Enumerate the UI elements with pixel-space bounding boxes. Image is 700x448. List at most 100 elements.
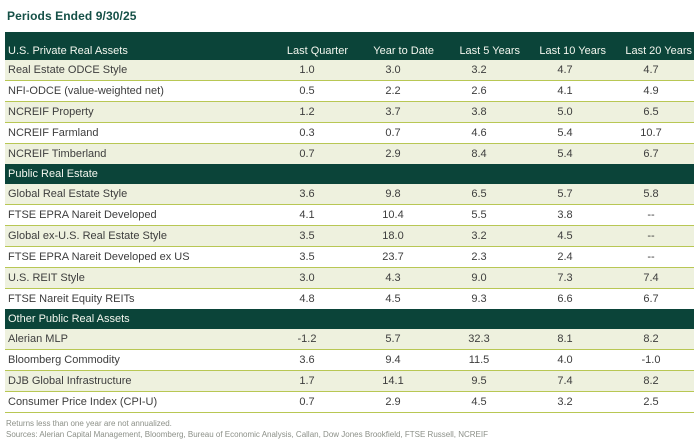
row-label: Consumer Price Index (CPI-U) [8,396,158,408]
table-header-section-label: U.S. Private Real Assets [8,45,128,57]
row-value: 2.4 [557,251,573,263]
row-value: 3.7 [385,106,401,118]
row-value: 4.7 [643,64,659,76]
column-header-last-10-years: Last 10 Years [539,45,606,57]
row-value: -- [647,209,655,221]
column-header-last-5-years: Last 5 Years [459,45,520,57]
row-value: 5.4 [557,148,573,160]
row-label: FTSE Nareit Equity REITs [8,293,135,305]
row-value: 4.7 [557,64,573,76]
row-value: 0.3 [299,127,315,139]
footnote-annualization: Returns less than one year are not annua… [6,419,172,428]
returns-table: U.S. Private Real Assets Last Quarter Ye… [5,32,694,413]
row-value: 10.7 [640,127,662,139]
row-value: 4.3 [385,272,401,284]
row-value: 6.7 [643,293,659,305]
row-value: 4.5 [557,230,573,242]
row-value: -1.2 [297,333,317,345]
row-value: 6.7 [643,148,659,160]
row-value: 8.2 [643,375,659,387]
row-value: 7.4 [557,375,573,387]
row-label: Real Estate ODCE Style [8,64,128,76]
footnotes: Returns less than one year are not annua… [6,418,700,440]
row-value: 2.3 [471,251,487,263]
row-value: 2.9 [385,148,401,160]
row-value: -1.0 [641,354,661,366]
column-header-last-quarter: Last Quarter [286,45,348,57]
section-rows: Alerian MLP -1.2 5.7 32.3 8.1 8.2 Bloomberg Co… [5,329,694,413]
row-value: 0.5 [299,85,315,97]
row-label: FTSE EPRA Nareit Developed ex US [8,251,190,263]
row-value: 4.5 [385,293,401,305]
row-value: 5.4 [557,127,573,139]
section-header-bar: Other Public Real Assets [5,309,694,329]
row-value: 6.5 [643,106,659,118]
row-value: 5.5 [471,209,487,221]
row-label: DJB Global Infrastructure [8,375,132,387]
row-value: 9.3 [471,293,487,305]
row-value: 10.4 [382,209,404,221]
row-value: 5.0 [557,106,573,118]
table-row: Global ex-U.S. Real Estate Style 3.5 18.0 3… [5,226,694,247]
section-rows: Real Estate ODCE Style 1.0 3.0 3.2 4.7 4.7 NFI… [5,60,694,164]
row-value: 9.0 [471,272,487,284]
row-value: 8.4 [471,148,487,160]
row-value: 23.7 [382,251,404,263]
row-value: 6.5 [471,188,487,200]
row-value: 4.0 [557,354,573,366]
section-header-bar: Public Real Estate [5,164,694,184]
row-value: -- [647,251,655,263]
table-row: NFI-ODCE (value-weighted net) 0.5 2.2 2.6 4.… [5,81,694,102]
row-label: NCREIF Timberland [8,148,107,160]
row-value: 8.1 [557,333,573,345]
row-value: 11.5 [468,354,490,366]
table-row: FTSE EPRA Nareit Developed 4.1 10.4 5.5 3.8 -… [5,205,694,226]
row-value: -- [647,230,655,242]
row-value: 2.6 [471,85,487,97]
table-header-row: U.S. Private Real Assets Last Quarter Ye… [5,32,694,60]
row-value: 5.7 [557,188,573,200]
row-value: 5.7 [385,333,401,345]
row-value: 3.0 [299,272,315,284]
row-value: 9.4 [385,354,401,366]
row-value: 3.5 [299,230,315,242]
row-value: 5.8 [643,188,659,200]
section-rows: Global Real Estate Style 3.6 9.8 6.5 5.7 5.8 F… [5,184,694,309]
table-row: Real Estate ODCE Style 1.0 3.0 3.2 4.7 4.7 [5,60,694,81]
row-value: 14.1 [382,375,404,387]
row-value: 9.5 [471,375,487,387]
table-row: NCREIF Farmland 0.3 0.7 4.6 5.4 10.7 [5,123,694,144]
row-value: 8.2 [643,333,659,345]
row-value: 4.1 [299,209,315,221]
table-row: FTSE EPRA Nareit Developed ex US 3.5 23.7 2… [5,247,694,268]
row-label: U.S. REIT Style [8,272,85,284]
row-value: 7.3 [557,272,573,284]
row-label: Bloomberg Commodity [8,354,120,366]
row-label: Global ex-U.S. Real Estate Style [8,230,167,242]
row-value: 3.2 [471,230,487,242]
row-value: 3.0 [385,64,401,76]
row-value: 0.7 [299,396,315,408]
row-value: 1.7 [299,375,315,387]
column-header-year-to-date: Year to Date [373,45,434,57]
table-row: NCREIF Timberland 0.7 2.9 8.4 5.4 6.7 [5,144,694,164]
footnote-sources: Sources: Alerian Capital Management, Blo… [6,430,488,439]
row-value: 9.8 [385,188,401,200]
row-label: Global Real Estate Style [8,188,128,200]
row-value: 0.7 [385,127,401,139]
table-row: DJB Global Infrastructure 1.7 14.1 9.5 7.4 8.… [5,371,694,392]
row-label: NCREIF Property [8,106,94,118]
row-label: NCREIF Farmland [8,127,99,139]
row-value: 4.1 [557,85,573,97]
column-header-last-20-years: Last 20 Years [625,45,692,57]
row-value: 32.3 [468,333,490,345]
row-value: 1.0 [299,64,315,76]
page-title: Periods Ended 9/30/25 [7,9,137,23]
table-row: U.S. REIT Style 3.0 4.3 9.0 7.3 7.4 [5,268,694,289]
row-value: 2.9 [385,396,401,408]
row-value: 3.2 [471,64,487,76]
row-value: 3.6 [299,188,315,200]
table-row: Alerian MLP -1.2 5.7 32.3 8.1 8.2 [5,329,694,350]
row-value: 2.5 [643,396,659,408]
